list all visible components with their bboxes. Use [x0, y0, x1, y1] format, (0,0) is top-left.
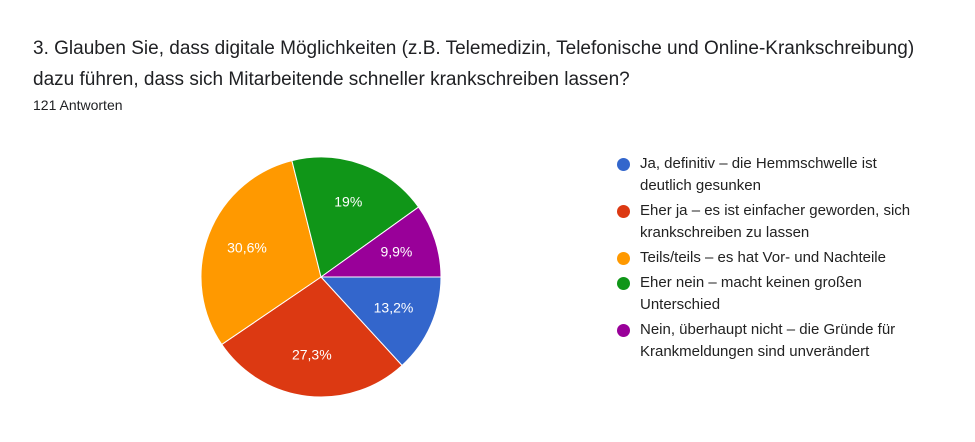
response-count: 121 Antworten [33, 97, 123, 113]
legend-label: Ja, definitiv – die Hemmschwelle ist deu… [640, 155, 877, 194]
chart-title: 3. Glauben Sie, dass digitale Möglichkei… [33, 38, 915, 90]
pie-slice [200, 159, 322, 346]
legend-label: Teils/teils – es hat Vor- und Nachteile [640, 249, 886, 266]
legend-item: Eher ja – es ist einfacher geworden, sic… [615, 200, 915, 244]
legend: Ja, definitiv – die Hemmschwelle ist deu… [615, 153, 915, 366]
legend-swatch [617, 205, 630, 218]
slice-label: 9,9% [380, 243, 412, 259]
slice-label: 27,3% [292, 346, 332, 362]
legend-item: Teils/teils – es hat Vor- und Nachteile [615, 247, 915, 269]
slice-label: 30,6% [227, 239, 267, 255]
pie-slice [291, 156, 420, 278]
slice-label: 13,2% [374, 300, 414, 316]
legend-swatch [617, 324, 630, 337]
legend-swatch [617, 158, 630, 171]
pie-slice [221, 276, 403, 398]
pie-slice [319, 276, 442, 367]
legend-swatch [617, 277, 630, 290]
pie-chart: 13,2% 27,3% 30,6% 19% 9,9% [200, 156, 442, 398]
legend-label: Nein, überhaupt nicht – die Gründe für K… [640, 321, 896, 360]
legend-item: Eher nein – macht keinen großen Untersch… [615, 272, 915, 316]
legend-item: Ja, definitiv – die Hemmschwelle ist deu… [615, 153, 915, 197]
pie-slice [319, 206, 442, 278]
slice-label: 19% [334, 193, 362, 209]
legend-label: Eher nein – macht keinen großen Untersch… [640, 274, 862, 313]
legend-label: Eher ja – es ist einfacher geworden, sic… [640, 202, 911, 241]
legend-item: Nein, überhaupt nicht – die Gründe für K… [615, 319, 915, 363]
legend-swatch [617, 252, 630, 265]
